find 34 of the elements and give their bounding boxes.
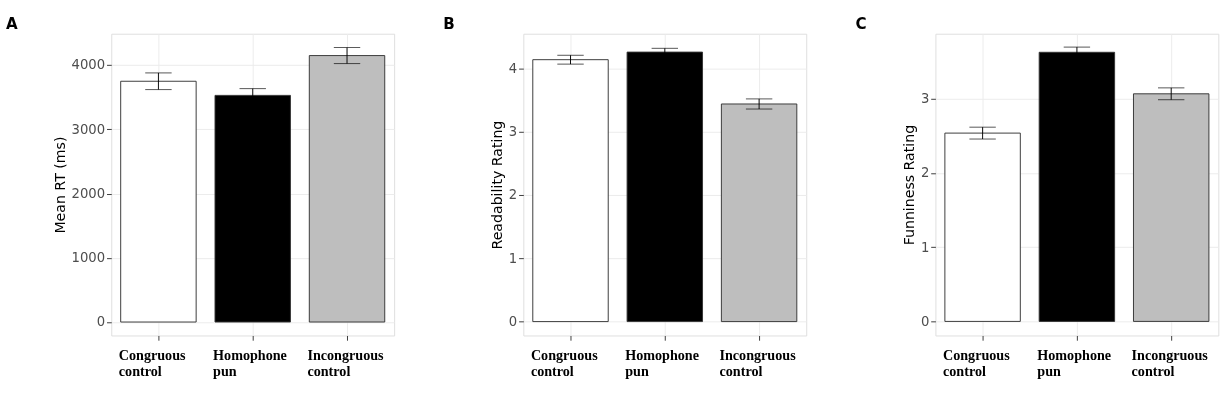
y-tick-label: 2 (508, 187, 518, 203)
y-tick-label: 0 (96, 314, 106, 330)
y-tick-label: 4 (508, 60, 518, 76)
y-tick-label: 3000 (71, 121, 106, 137)
x-tick-label: Homophone pun (213, 346, 287, 379)
x-tick-label: Incongruous control (1131, 346, 1209, 379)
bar (532, 59, 609, 323)
y-tick-label: 0 (508, 313, 518, 329)
chart-title: B (443, 15, 455, 34)
chart-title: C (855, 15, 867, 34)
y-tick-label: 1 (920, 239, 930, 255)
bar (720, 103, 798, 323)
x-tick-label: Congruous control (942, 346, 1011, 379)
y-tick-label: 1000 (71, 250, 106, 266)
y-tick-label: 2000 (71, 185, 106, 201)
bar (944, 132, 1021, 322)
x-tick-label: Homophone pun (1037, 346, 1112, 379)
x-tick-label: Homophone pun (625, 346, 699, 379)
y-axis-title: Mean RT (ms) (51, 136, 68, 234)
y-tick-label: 4000 (71, 57, 106, 73)
chart-title: A (6, 15, 19, 34)
x-tick-label: Incongruous control (307, 346, 385, 379)
bar (1133, 93, 1210, 322)
bar (1038, 51, 1116, 322)
x-tick-label: Congruous control (530, 346, 599, 379)
y-tick-label: 3 (920, 91, 930, 107)
x-tick-label: Incongruous control (719, 346, 797, 379)
y-tick-label: 1 (508, 250, 518, 266)
y-axis-title: Funniness Rating (901, 124, 918, 246)
y-tick-label: 2 (920, 165, 930, 181)
y-axis-title: Readability Rating (489, 120, 506, 250)
y-tick-label: 3 (508, 124, 518, 140)
y-tick-label: 0 (920, 313, 930, 329)
x-tick-label: Congruous control (118, 346, 187, 379)
